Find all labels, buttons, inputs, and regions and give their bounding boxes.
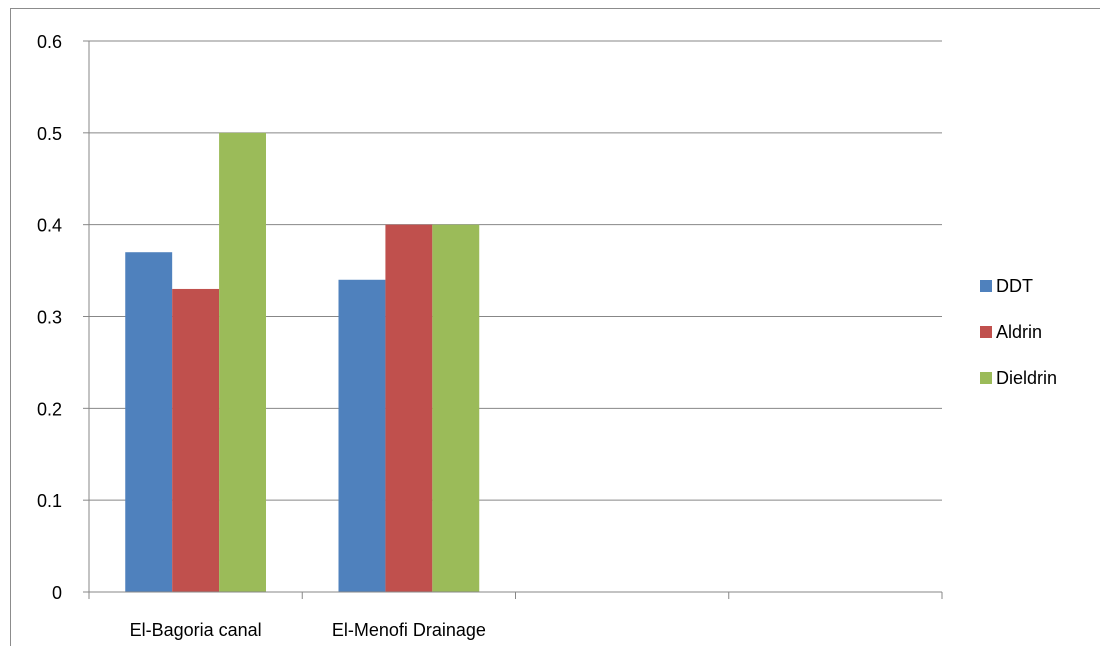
- y-tick-label: 0.6: [37, 32, 62, 52]
- y-tick-label: 0.4: [37, 216, 62, 236]
- y-tick-label: 0.5: [37, 124, 62, 144]
- bar-aldrin: [385, 224, 433, 592]
- bar-dieldrin: [432, 224, 480, 592]
- x-tick-labels: El-Bagoria canal El-Menofi Drainage: [130, 620, 486, 640]
- y-tick-label: 0: [52, 583, 62, 603]
- axes: [83, 40, 943, 599]
- legend-label-aldrin: Aldrin: [996, 322, 1042, 342]
- bars: [125, 132, 480, 593]
- legend-swatch-dieldrin: [980, 372, 992, 384]
- legend-label-ddt: DDT: [996, 276, 1033, 296]
- legend-label-dieldrin: Dieldrin: [996, 368, 1057, 388]
- x-tick-label: El-Bagoria canal: [130, 620, 262, 640]
- legend-swatch-ddt: [980, 280, 992, 292]
- x-tick-label: El-Menofi Drainage: [332, 620, 486, 640]
- bar-aldrin: [172, 288, 220, 592]
- bar-ddt: [338, 279, 386, 592]
- gridlines: [89, 40, 942, 501]
- chart-frame: [10, 8, 1100, 646]
- bar-ddt: [125, 252, 173, 592]
- legend: DDT Aldrin Dieldrin: [980, 276, 1057, 388]
- y-tick-labels: 0 0.1 0.2 0.3 0.4 0.5 0.6: [37, 32, 62, 603]
- y-tick-label: 0.3: [37, 308, 62, 328]
- y-tick-label: 0.2: [37, 399, 62, 419]
- bar-dieldrin: [219, 132, 266, 593]
- legend-swatch-aldrin: [980, 326, 992, 338]
- y-tick-label: 0.1: [37, 491, 62, 511]
